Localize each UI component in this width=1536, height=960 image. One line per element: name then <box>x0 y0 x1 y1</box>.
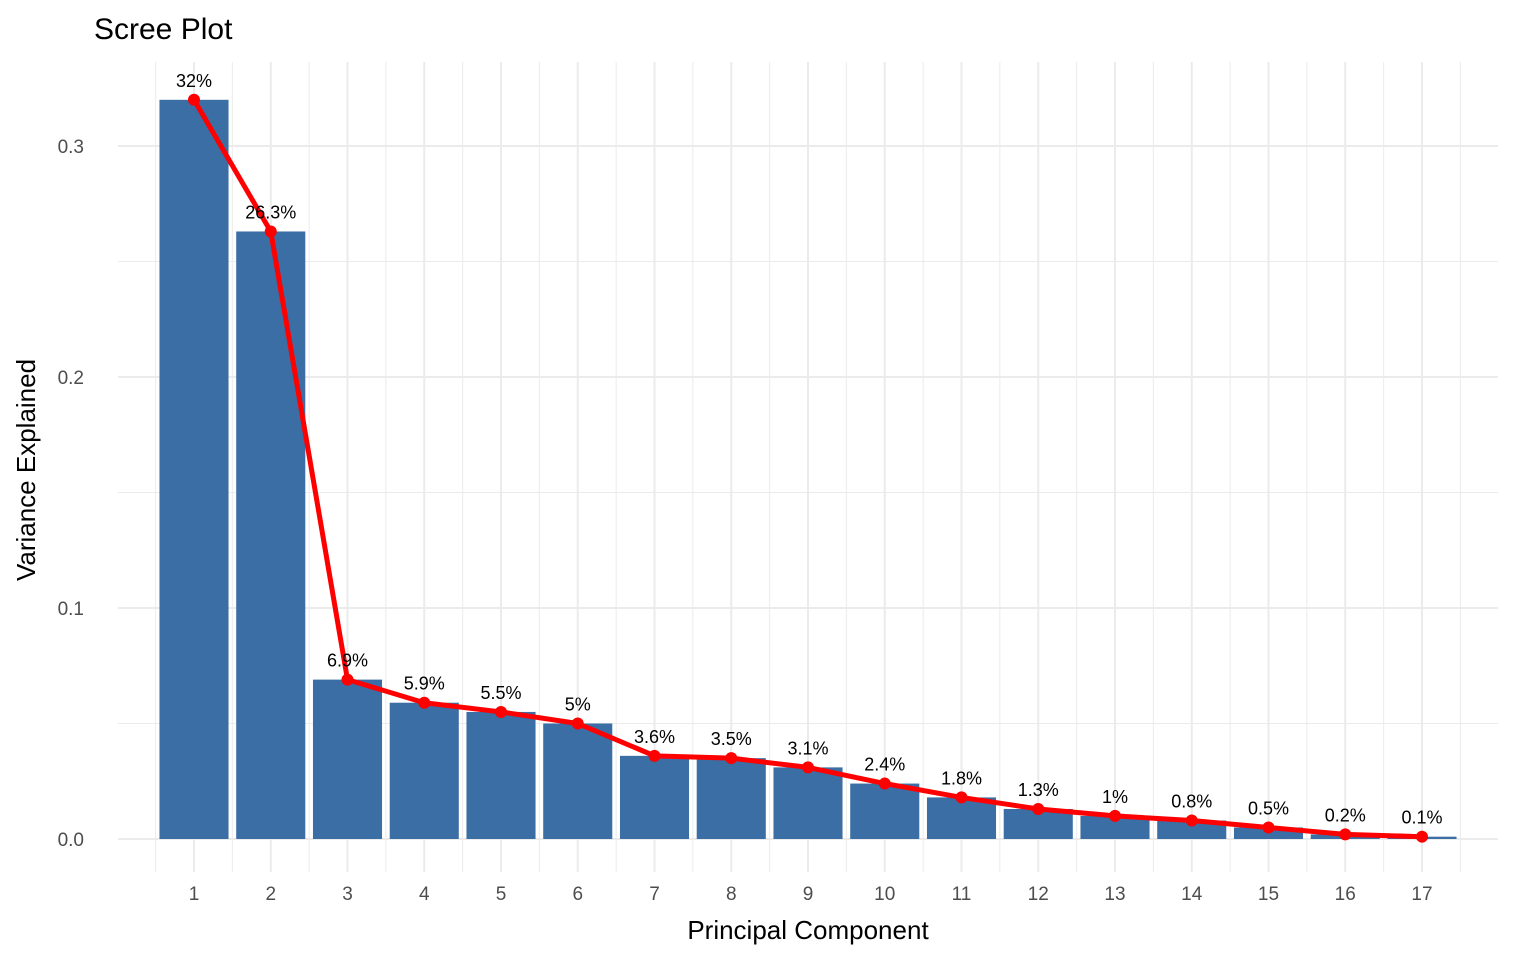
y-tick-label: 0.2 <box>58 368 84 389</box>
data-label: 3.6% <box>634 727 675 747</box>
bar <box>236 231 306 840</box>
x-tick-label: 14 <box>1181 884 1203 905</box>
x-tick-label: 3 <box>342 884 353 905</box>
data-label: 3.5% <box>711 729 752 749</box>
data-label: 1% <box>1102 787 1128 807</box>
x-axis-title: Principal Component <box>687 915 929 945</box>
data-point <box>1262 821 1275 834</box>
data-point <box>188 93 200 106</box>
data-label: 1.3% <box>1018 780 1059 800</box>
x-tick-label: 4 <box>419 884 430 905</box>
data-point <box>1185 814 1198 827</box>
bar <box>466 711 536 839</box>
data-label: 5.5% <box>480 683 521 703</box>
x-tick-label: 5 <box>496 884 507 905</box>
data-point <box>418 696 431 709</box>
data-point <box>495 705 507 718</box>
y-tick-label: 0.3 <box>58 137 84 158</box>
x-tick-label: 13 <box>1104 884 1125 905</box>
data-label: 1.8% <box>941 768 982 788</box>
bar <box>850 783 920 839</box>
x-axis-ticks: 1 2 3 4 5 6 7 8 9 10 11 12 13 14 15 16 17 <box>189 884 1433 905</box>
data-label: 3.1% <box>787 738 828 758</box>
x-tick-label: 9 <box>803 884 814 905</box>
data-label: 0.2% <box>1325 805 1366 825</box>
x-tick-label: 8 <box>726 884 737 905</box>
y-axis-ticks: 0.0 0.1 0.2 0.3 <box>58 137 84 851</box>
bar <box>312 679 383 839</box>
x-tick-label: 12 <box>1028 884 1049 905</box>
y-tick-label: 0.0 <box>58 830 84 851</box>
data-point <box>955 791 968 804</box>
y-axis-title: Variance Explained <box>11 359 41 581</box>
data-point <box>1032 802 1045 815</box>
x-tick-label: 7 <box>649 884 660 905</box>
bar <box>389 702 459 839</box>
x-tick-label: 1 <box>189 884 200 905</box>
bar <box>1157 820 1227 839</box>
x-tick-label: 17 <box>1411 884 1432 905</box>
data-labels: 32% 26.3% 6.9% 5.9% 5.5% 5% 3.6% 3.5% 3.1% 2.4% 1.… <box>176 71 1443 828</box>
bar <box>1080 815 1150 839</box>
bar <box>926 797 997 839</box>
bars <box>159 99 1457 840</box>
x-tick-label: 11 <box>952 884 972 905</box>
data-point <box>802 761 814 774</box>
data-point <box>1416 830 1428 843</box>
data-point <box>264 225 277 238</box>
data-point <box>1109 809 1121 822</box>
x-tick-label: 15 <box>1258 884 1279 905</box>
data-point <box>341 673 354 686</box>
data-point <box>648 749 661 762</box>
data-label: 32% <box>176 71 212 91</box>
chart-title: Scree Plot <box>94 13 233 46</box>
data-point <box>571 717 584 730</box>
data-label: 5% <box>565 695 591 715</box>
data-point <box>878 777 891 790</box>
x-tick-label: 10 <box>874 884 895 905</box>
data-label: 6.9% <box>327 651 368 671</box>
line-series <box>188 93 1428 843</box>
data-label: 0.5% <box>1248 798 1289 818</box>
x-tick-label: 6 <box>572 884 583 905</box>
bar <box>773 767 843 839</box>
data-point <box>725 752 738 765</box>
data-label: 5.9% <box>404 674 445 694</box>
x-tick-label: 2 <box>265 884 276 905</box>
bar <box>696 758 766 839</box>
y-tick-label: 0.1 <box>58 599 84 620</box>
bar <box>543 723 613 839</box>
x-tick-label: 16 <box>1335 884 1356 905</box>
data-label: 2.4% <box>864 755 905 775</box>
data-label: 0.1% <box>1401 808 1442 828</box>
data-label: 26.3% <box>245 202 296 222</box>
bar <box>619 755 690 839</box>
data-label: 0.8% <box>1171 792 1212 812</box>
data-point <box>1339 828 1352 841</box>
bar <box>159 99 229 840</box>
